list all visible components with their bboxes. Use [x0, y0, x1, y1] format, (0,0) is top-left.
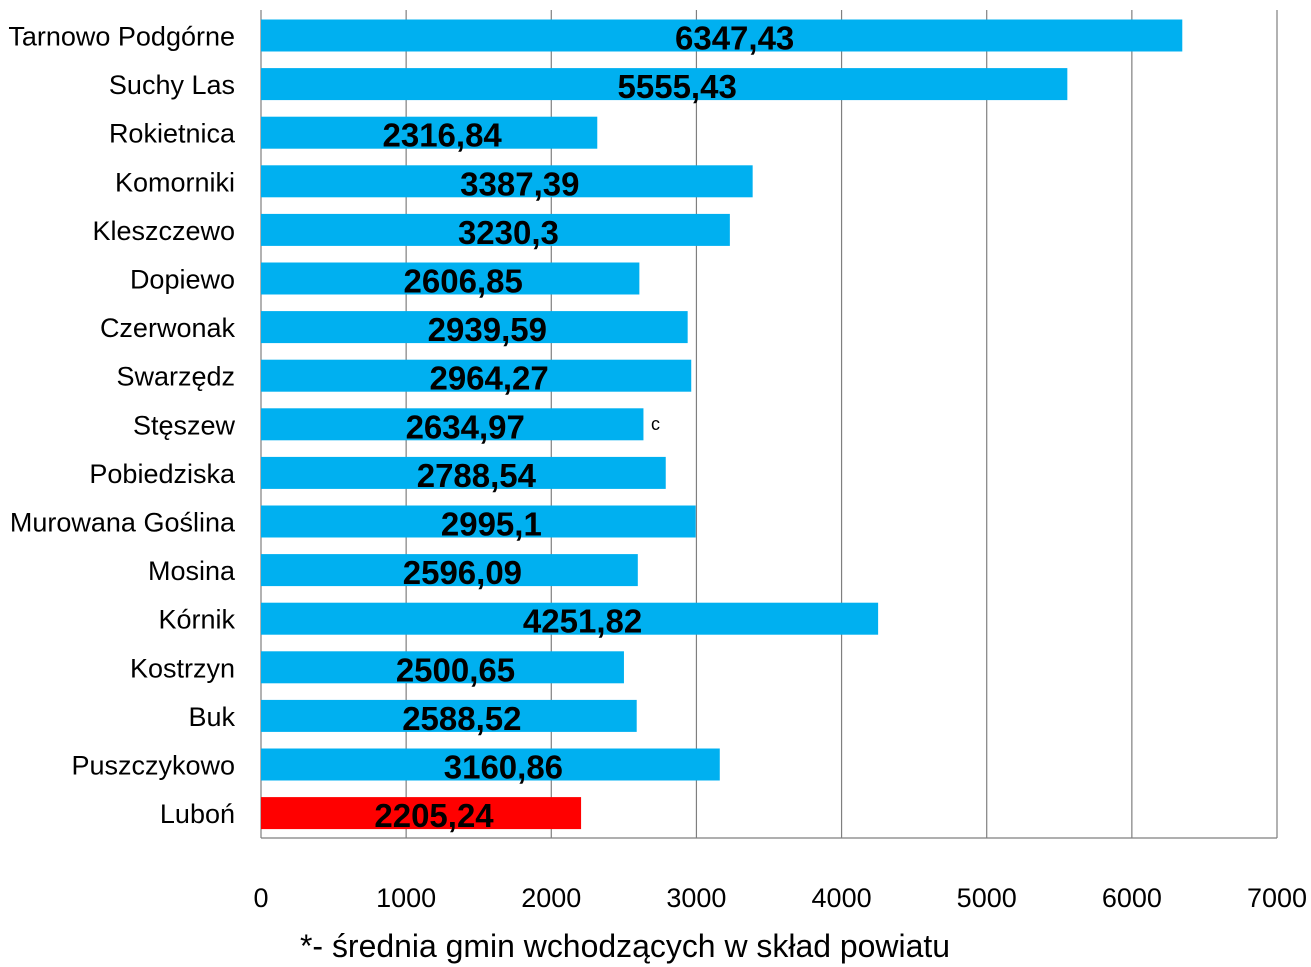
category-label: Puszczykowo: [71, 751, 235, 781]
bar: [261, 359, 692, 392]
category-label: Murowana Goślina: [10, 508, 236, 538]
bar: [261, 797, 582, 830]
bar: [261, 456, 666, 489]
data-label: 2606,85: [404, 263, 523, 300]
bar: [261, 19, 1183, 52]
category-label: Luboń: [160, 799, 235, 829]
bar: [261, 262, 640, 295]
x-axis-tick-labels: 0 1000 2000 3000 4000 5000 6000 7000: [253, 883, 1307, 913]
category-label: Komorniki: [115, 167, 235, 197]
x-tick-label: 2000: [521, 883, 581, 913]
x-tick-label: 0: [253, 883, 268, 913]
chart-footnote: *- średnia gmin wchodzących w skład powi…: [300, 928, 950, 964]
category-label: Pobiedziska: [89, 459, 236, 489]
bar: [261, 408, 644, 441]
x-tick-label: 7000: [1247, 883, 1307, 913]
data-label: 2964,27: [429, 360, 548, 397]
category-label: Stęszew: [133, 410, 236, 440]
data-label: 2588,52: [402, 700, 521, 737]
x-tick-label: 6000: [1102, 883, 1162, 913]
bar: [261, 602, 879, 635]
bar: [261, 213, 730, 246]
category-label: Tarnowo Podgórne: [8, 22, 235, 52]
x-tick-label: 4000: [812, 883, 872, 913]
stray-mark: c: [651, 414, 660, 434]
data-label: 2788,54: [417, 457, 537, 494]
data-label: 2500,65: [396, 651, 515, 688]
x-tick-label: 1000: [376, 883, 436, 913]
category-label: Kostrzyn: [130, 653, 235, 683]
bar: [261, 554, 638, 587]
bar: [261, 165, 753, 198]
data-label: 2634,97: [406, 408, 525, 445]
bar: [261, 116, 598, 149]
x-tick-label: 5000: [957, 883, 1017, 913]
data-label: 5555,43: [618, 68, 737, 105]
category-label: Dopiewo: [130, 265, 235, 295]
bar: [261, 699, 637, 732]
category-label: Swarzędz: [116, 362, 235, 392]
bars: [261, 19, 1183, 830]
category-label: Kórnik: [158, 605, 235, 635]
category-label: Kleszczewo: [92, 216, 235, 246]
data-label: 3230,3: [458, 214, 559, 251]
data-label: 3387,39: [460, 165, 579, 202]
bar: [261, 68, 1068, 101]
data-label: 2995,1: [441, 506, 542, 543]
category-label: Mosina: [148, 556, 236, 586]
data-labels: 6347,43 5555,43 2316,84 3387,39 3230,3 2606,8…: [374, 20, 794, 835]
data-label: 4251,82: [523, 603, 642, 640]
data-label: 2205,24: [374, 797, 494, 834]
category-label: Buk: [188, 702, 235, 732]
category-label: Suchy Las: [109, 70, 235, 100]
data-label: 6347,43: [675, 20, 794, 57]
data-label: 2939,59: [428, 311, 547, 348]
data-label: 3160,86: [444, 749, 563, 786]
data-label: 2596,09: [403, 554, 522, 591]
category-label: Rokietnica: [109, 119, 236, 149]
bar: [261, 651, 624, 684]
category-labels: Tarnowo Podgórne Suchy Las Rokietnica Komor…: [8, 22, 236, 830]
bar: [261, 748, 720, 781]
bar: [261, 505, 696, 538]
bar: [261, 311, 688, 344]
category-label: Czerwonak: [100, 313, 236, 343]
x-tick-label: 3000: [666, 883, 726, 913]
data-label: 2316,84: [382, 117, 502, 154]
